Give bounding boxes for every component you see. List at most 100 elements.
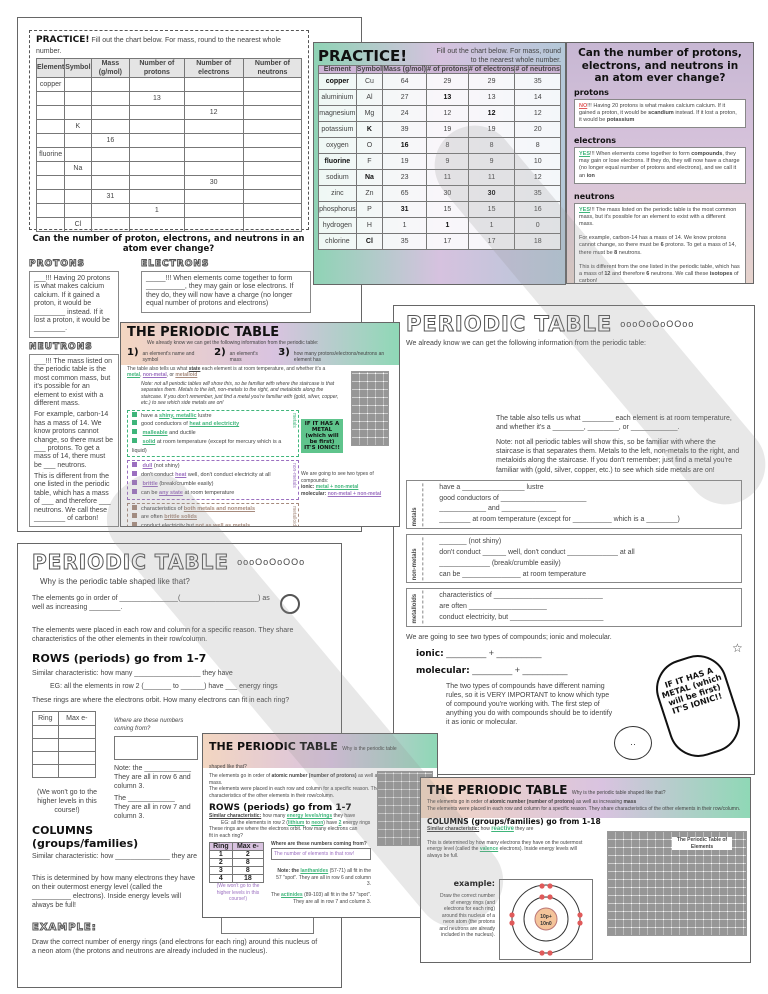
table-row: chlorine Cl 35 17 17 18 [318, 233, 561, 251]
table-cell [35, 188, 66, 204]
table-row: 31 [35, 188, 303, 204]
bullet-icon [132, 522, 137, 526]
compounds-text: We are going to see two types of compoun… [301, 471, 374, 484]
periodic-table-worksheet-right: PERIODIC TABLE oooOoOoOOoo We already kno… [393, 305, 755, 775]
answer: mass [623, 799, 637, 805]
where: Where are these numbers coming from? [271, 841, 367, 847]
list-item: characteristics of both metals and nonme… [132, 504, 288, 514]
nonmetals-label: non-metals [291, 463, 297, 489]
text: !!! The mass listed on the periodic tabl… [579, 206, 737, 228]
answer: compounds [691, 151, 723, 158]
table-cell [64, 202, 92, 218]
where-text: Where are these numbers coming from? [114, 718, 184, 732]
answer: metalloid [175, 372, 198, 378]
answer: potassium [606, 117, 635, 124]
placed: The elements were placed in each row and… [209, 786, 396, 799]
list-item: brittle (break/crumble easily) [132, 480, 288, 489]
metalloids-label: metalloids [411, 591, 424, 624]
column-header: Max e- [231, 842, 265, 851]
table-cell: Cl [355, 233, 384, 251]
outer-ring [511, 884, 581, 954]
answer: 6 [646, 271, 650, 278]
text: have a [141, 412, 158, 419]
answer: 2 [338, 819, 342, 826]
ionic-label: ionic: [301, 484, 315, 490]
neutrons-heading: NEUTRONS [29, 342, 93, 353]
table-cell: 35 [514, 73, 561, 91]
protons-text: ___!!! Having 20 protons is what makes c… [29, 271, 119, 338]
table-cell: 1 [426, 217, 469, 235]
table-row: hydrogen H 1 1 1 0 [318, 217, 561, 235]
nucleus-neutrons: 10n0 [540, 921, 552, 927]
list-item: are often ____________________ [439, 603, 547, 611]
column-header: Ring [209, 842, 233, 851]
bullet-icon [132, 462, 137, 468]
ionic-answer: metal + non-metal [315, 484, 359, 490]
table-cell: aluminium [318, 89, 357, 107]
table-cell: 4 [209, 874, 233, 883]
answer-yes: YES [579, 151, 591, 158]
table-cell: 12 [426, 105, 469, 123]
t: or [169, 372, 174, 378]
table-cell: 13 [426, 89, 469, 107]
periodic-table-image [351, 371, 389, 446]
num: 3) [278, 346, 290, 358]
table-row: fluorine F 19 9 9 10 [318, 153, 561, 171]
table-cell [183, 202, 244, 218]
table-cell: copper [35, 76, 66, 92]
table-cell [183, 132, 244, 148]
text: (not shiny) [153, 463, 180, 470]
electrons-heading: electrons [574, 136, 617, 146]
table-cell [129, 216, 185, 232]
table-cell: 3 [209, 866, 233, 875]
table-cell: Cl [64, 216, 92, 232]
pt-answers-panel: THE PERIODIC TABLE We already know we ca… [120, 322, 400, 527]
neutrons-answer-box: YES!!! The mass listed on the periodic t… [574, 202, 746, 283]
practice-answers-table: Element Symbol Mass (g/mol) # of protons # o… [318, 65, 561, 251]
change-answers-title: Can the number of protons, electrons, an… [578, 47, 742, 85]
header-row: Ring Max e- [209, 842, 265, 851]
table-cell [183, 146, 244, 162]
table-cell: fluorine [35, 146, 66, 162]
text: neutrons. We call these [650, 271, 709, 278]
table-cell [35, 104, 66, 120]
table-cell [242, 174, 303, 190]
table-cell: 8 [467, 137, 516, 155]
header-row: Element Symbol Mass (g/mol) # of protons # o… [318, 65, 561, 75]
answer: ion [586, 172, 595, 179]
table-row: aluminium Al 27 13 13 14 [318, 89, 561, 107]
note2b: They are all in row 7 and column 3. [114, 804, 191, 821]
nonmetals-box: dull (not shiny) don't conduct heat well,… [127, 460, 299, 500]
t: to [305, 819, 310, 826]
ionic-callout: IF IT HAS A METAL (which will be first) … [301, 419, 343, 453]
practice-title: PRACTICE! [36, 35, 90, 45]
table-cell: 8 [514, 137, 561, 155]
bullet-icon [132, 429, 137, 435]
answer: malleable [142, 430, 168, 437]
pt-intro: We already know we can get the following… [406, 340, 646, 347]
column-header: Number of protons [129, 57, 185, 78]
table-cell [90, 104, 131, 120]
table-cell: Na [355, 169, 384, 187]
table-cell [242, 188, 303, 204]
table-row: 13 [35, 90, 303, 106]
columns-title: COLUMNS (groups/families) [32, 824, 139, 850]
neon-atom-diagram: 10p+ 10n0 [499, 879, 593, 960]
question: Why is the periodic table shaped like th… [40, 577, 190, 586]
answer: heat [175, 472, 187, 479]
protons-heading: protons [574, 87, 609, 97]
table-cell [64, 90, 92, 106]
where-answer: The number of elements in that row! [271, 847, 371, 860]
answer: scandium [648, 109, 674, 116]
t: Note: the [277, 868, 299, 874]
table-cell [242, 160, 303, 176]
answer: shiny, metallic [159, 412, 197, 419]
table-cell: 12 [183, 104, 244, 120]
intro: We already know we can get the following… [147, 340, 319, 346]
column-header: Symbol [64, 57, 92, 78]
neutrons-heading: neutrons [574, 191, 615, 201]
list-item: conduct electricity, but _______________… [439, 614, 604, 622]
table-cell [90, 118, 131, 134]
table-cell: 39 [382, 121, 428, 139]
change-answers-panel: Can the number of protons, electrons, an… [566, 42, 754, 284]
